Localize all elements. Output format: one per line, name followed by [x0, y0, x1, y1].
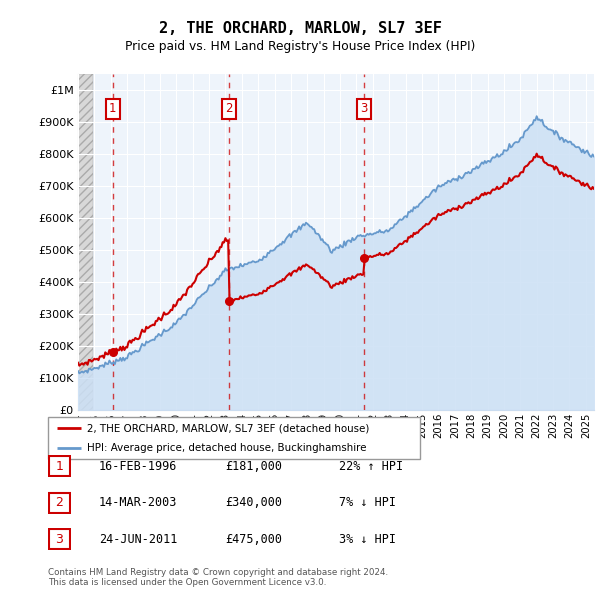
Text: 14-MAR-2003: 14-MAR-2003 — [99, 496, 178, 509]
Text: Contains HM Land Registry data © Crown copyright and database right 2024.
This d: Contains HM Land Registry data © Crown c… — [48, 568, 388, 587]
Text: Price paid vs. HM Land Registry's House Price Index (HPI): Price paid vs. HM Land Registry's House … — [125, 40, 475, 53]
Text: 3: 3 — [55, 533, 64, 546]
Text: 2: 2 — [55, 496, 64, 509]
FancyBboxPatch shape — [48, 417, 420, 459]
Text: 16-FEB-1996: 16-FEB-1996 — [99, 460, 178, 473]
Bar — [78, 74, 93, 410]
Text: 2: 2 — [225, 103, 233, 116]
FancyBboxPatch shape — [49, 456, 70, 476]
Text: 2, THE ORCHARD, MARLOW, SL7 3EF: 2, THE ORCHARD, MARLOW, SL7 3EF — [158, 21, 442, 36]
Text: £181,000: £181,000 — [225, 460, 282, 473]
Text: 24-JUN-2011: 24-JUN-2011 — [99, 533, 178, 546]
Text: £340,000: £340,000 — [225, 496, 282, 509]
Text: 22% ↑ HPI: 22% ↑ HPI — [339, 460, 403, 473]
Text: £475,000: £475,000 — [225, 533, 282, 546]
Text: 7% ↓ HPI: 7% ↓ HPI — [339, 496, 396, 509]
FancyBboxPatch shape — [49, 529, 70, 549]
FancyBboxPatch shape — [49, 493, 70, 513]
Text: 3% ↓ HPI: 3% ↓ HPI — [339, 533, 396, 546]
Text: 1: 1 — [109, 103, 116, 116]
Text: 3: 3 — [360, 103, 368, 116]
Text: HPI: Average price, detached house, Buckinghamshire: HPI: Average price, detached house, Buck… — [87, 444, 367, 453]
Text: 1: 1 — [55, 460, 64, 473]
Text: 2, THE ORCHARD, MARLOW, SL7 3EF (detached house): 2, THE ORCHARD, MARLOW, SL7 3EF (detache… — [87, 424, 370, 434]
